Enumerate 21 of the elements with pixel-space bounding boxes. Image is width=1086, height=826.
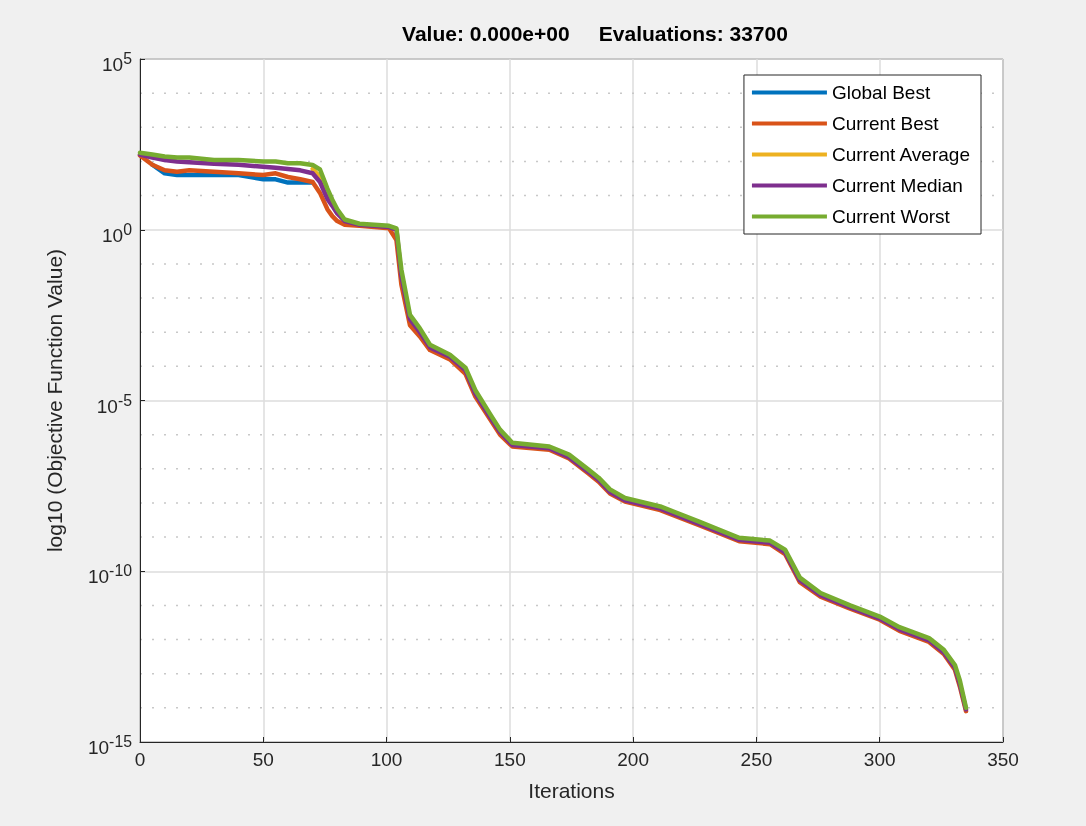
x-tick-label: 350 bbox=[987, 749, 1019, 770]
y-tick-label: 10$^{5}$ bbox=[102, 49, 132, 78]
y-axis-title: log10 (Objective Function Value) bbox=[43, 248, 66, 553]
y-tick-label: 10$^{-5}$ bbox=[96, 390, 132, 419]
x-tick-label: 100 bbox=[370, 749, 403, 770]
legend-label: Current Average bbox=[831, 144, 970, 165]
x-tick-label: 200 bbox=[617, 749, 649, 770]
legend-label: Current Median bbox=[831, 175, 963, 196]
x-tick-label: 300 bbox=[863, 749, 896, 770]
y-tick-label: 10$^{-10}$ bbox=[87, 561, 132, 590]
legend-label: Current Best bbox=[831, 113, 940, 134]
legend-label: Global Best bbox=[831, 82, 931, 103]
chart-title: Value: 0.000e+00 Evaluations: 33700 bbox=[402, 22, 788, 45]
x-tick-label: 250 bbox=[740, 749, 773, 770]
x-tick-label: 0 bbox=[134, 749, 146, 770]
y-tick-label: 10$^{-15}$ bbox=[87, 732, 132, 761]
y-tick-label: 10$^{0}$ bbox=[102, 219, 132, 249]
x-tick-label: 150 bbox=[494, 749, 526, 770]
legend-label: Current Worst bbox=[831, 206, 951, 227]
x-axis-title: Iterations bbox=[528, 779, 615, 802]
x-tick-label: 50 bbox=[252, 749, 274, 770]
